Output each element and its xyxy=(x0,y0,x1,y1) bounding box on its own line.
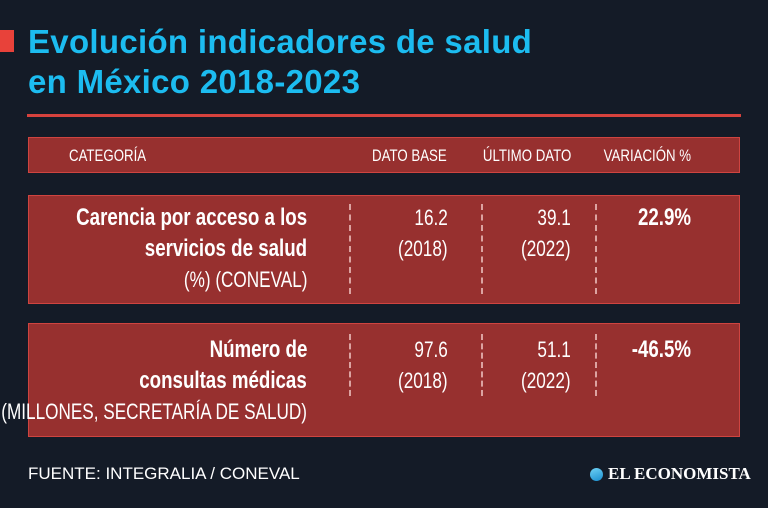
row-category: Carencia por acceso a los servicios de s… xyxy=(11,202,307,295)
title-divider xyxy=(27,114,741,117)
header-categoria: CATEGORÍA xyxy=(69,146,168,166)
title-line-1: Evolución indicadores de salud xyxy=(28,23,533,60)
table-header: CATEGORÍA DATO BASE ÚLTIMO DATO VARIACIÓ… xyxy=(28,137,740,173)
el-economista-logo: EL ECONOMISTA xyxy=(590,464,751,484)
last-value: 39.1 (2022) xyxy=(507,202,571,264)
table-row: Carencia por acceso a los servicios de s… xyxy=(28,195,740,304)
category-line: Carencia por acceso a los xyxy=(75,204,307,231)
header-label: CATEGORÍA xyxy=(69,146,147,165)
column-divider xyxy=(595,334,597,396)
source-note: FUENTE: INTEGRALIA / CONEVAL xyxy=(28,464,300,483)
logo-text: EL ECONOMISTA xyxy=(608,464,751,483)
title-line-2: en México 2018-2023 xyxy=(28,63,361,100)
year: (2022) xyxy=(521,236,571,261)
last-value: 51.1 (2022) xyxy=(507,334,571,396)
category-line: consultas médicas xyxy=(139,367,307,394)
title-marker xyxy=(0,30,14,52)
column-divider xyxy=(349,204,351,294)
year: (2022) xyxy=(521,368,571,393)
value: 97.6 xyxy=(414,337,448,362)
value: 39.1 xyxy=(537,205,571,230)
base-value: 97.6 (2018) xyxy=(384,334,448,396)
header-ultimo-dato: ÚLTIMO DATO xyxy=(458,146,571,166)
header-label: VARIACIÓN % xyxy=(603,146,691,165)
page-title: Evolución indicadores de salud en México… xyxy=(28,22,532,102)
header-label: ÚLTIMO DATO xyxy=(482,146,571,165)
category-note: (MILLONES, SECRETARÍA DE SALUD) xyxy=(1,399,307,424)
category-line: servicios de salud xyxy=(144,235,307,262)
value: 22.9% xyxy=(637,204,691,231)
globe-icon xyxy=(590,467,603,481)
column-divider xyxy=(481,204,483,294)
column-divider xyxy=(349,334,351,396)
base-value: 16.2 (2018) xyxy=(384,202,448,264)
category-note: (%) (CONEVAL) xyxy=(183,267,307,292)
table-row: Número de consultas médicas (MILLONES, S… xyxy=(1,323,740,437)
value: 16.2 xyxy=(414,205,448,230)
year: (2018) xyxy=(398,236,448,261)
value: -46.5% xyxy=(631,336,691,363)
header-dato-base: DATO BASE xyxy=(351,146,447,166)
row-category: Número de consultas médicas (MILLONES, S… xyxy=(0,334,307,427)
value: 51.1 xyxy=(537,337,571,362)
variation-value: -46.5% xyxy=(615,334,691,365)
year: (2018) xyxy=(398,368,448,393)
variation-value: 22.9% xyxy=(623,202,691,233)
header-label: DATO BASE xyxy=(372,146,447,165)
column-divider xyxy=(481,334,483,396)
header-variacion: VARIACIÓN % xyxy=(579,146,691,166)
category-line: Número de xyxy=(209,336,307,363)
column-divider xyxy=(595,204,597,294)
